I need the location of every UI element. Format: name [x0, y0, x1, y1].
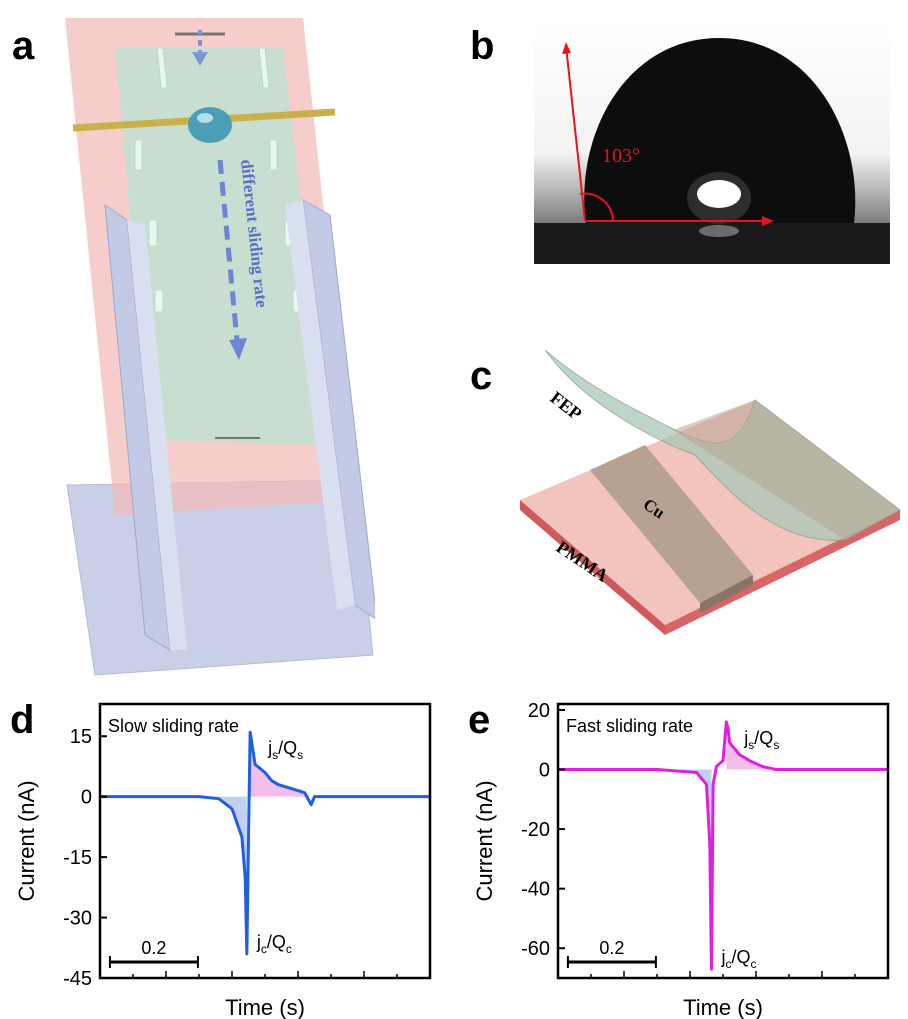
scale-bar-label: 0.2: [599, 938, 624, 958]
y-tick-label: -60: [521, 938, 550, 960]
positive-peak-label: js/Qs: [267, 738, 303, 762]
x-axis-label: Time (s): [683, 995, 763, 1019]
negative-charge-area: [657, 769, 712, 970]
series-line: [100, 730, 430, 956]
plot-frame: [98, 702, 432, 980]
panel-b-contact-angle: 103°: [534, 18, 890, 264]
series-line: [558, 720, 888, 971]
y-tick-label: 15: [70, 726, 92, 748]
chart-fast-sliding: 20 0 -20 -40 -60 0.2 Fast sliding rate Time (s)…: [472, 700, 890, 1019]
y-tick-label: -20: [521, 819, 550, 841]
panel-c-device: FEP Cu PMMA: [520, 349, 901, 635]
y-axis-label: Current (nA): [472, 780, 497, 901]
contact-angle-label: 103°: [602, 145, 640, 167]
panel-a-illustration: different sliding rate: [65, 18, 375, 676]
positive-charge-area: [726, 721, 776, 770]
droplet-silhouette: [584, 38, 856, 223]
panel-letter-d: d: [10, 698, 35, 742]
y-tick-label: -40: [521, 879, 550, 901]
positive-charge-area: [250, 732, 312, 797]
panel-letter-e: e: [468, 698, 491, 742]
rate-annotation: Slow sliding rate: [108, 716, 239, 736]
fep-label: FEP: [547, 387, 586, 424]
cu-electrode: [590, 445, 753, 603]
y-tick-label: -15: [63, 847, 92, 869]
negative-peak-label: jc/Qc: [256, 932, 292, 956]
y-tick-label: 0: [81, 787, 92, 809]
positive-peak-label: js/Qs: [743, 728, 779, 752]
scale-bar-label: 0.2: [141, 938, 166, 958]
panel-letter-a: a: [12, 24, 35, 68]
y-tick-label: -30: [63, 908, 92, 930]
rate-annotation: Fast sliding rate: [566, 716, 693, 736]
y-axis-label: Current (nA): [14, 780, 39, 901]
negative-charge-area: [199, 796, 247, 954]
tangent-line: [565, 45, 586, 222]
panel-letter-b: b: [470, 24, 495, 68]
y-tick-label: -45: [63, 968, 92, 990]
y-tick-label: 0: [539, 760, 550, 782]
y-tick-label: 20: [528, 700, 550, 722]
x-axis-label: Time (s): [225, 995, 305, 1019]
negative-peak-label: jc/Qc: [720, 947, 756, 971]
water-droplet: [188, 107, 232, 143]
chart-slow-sliding: 15 0 -15 -30 -45 0.2 Slow sliding rate Time (s)…: [14, 702, 432, 1019]
panel-letter-c: c: [470, 354, 493, 398]
